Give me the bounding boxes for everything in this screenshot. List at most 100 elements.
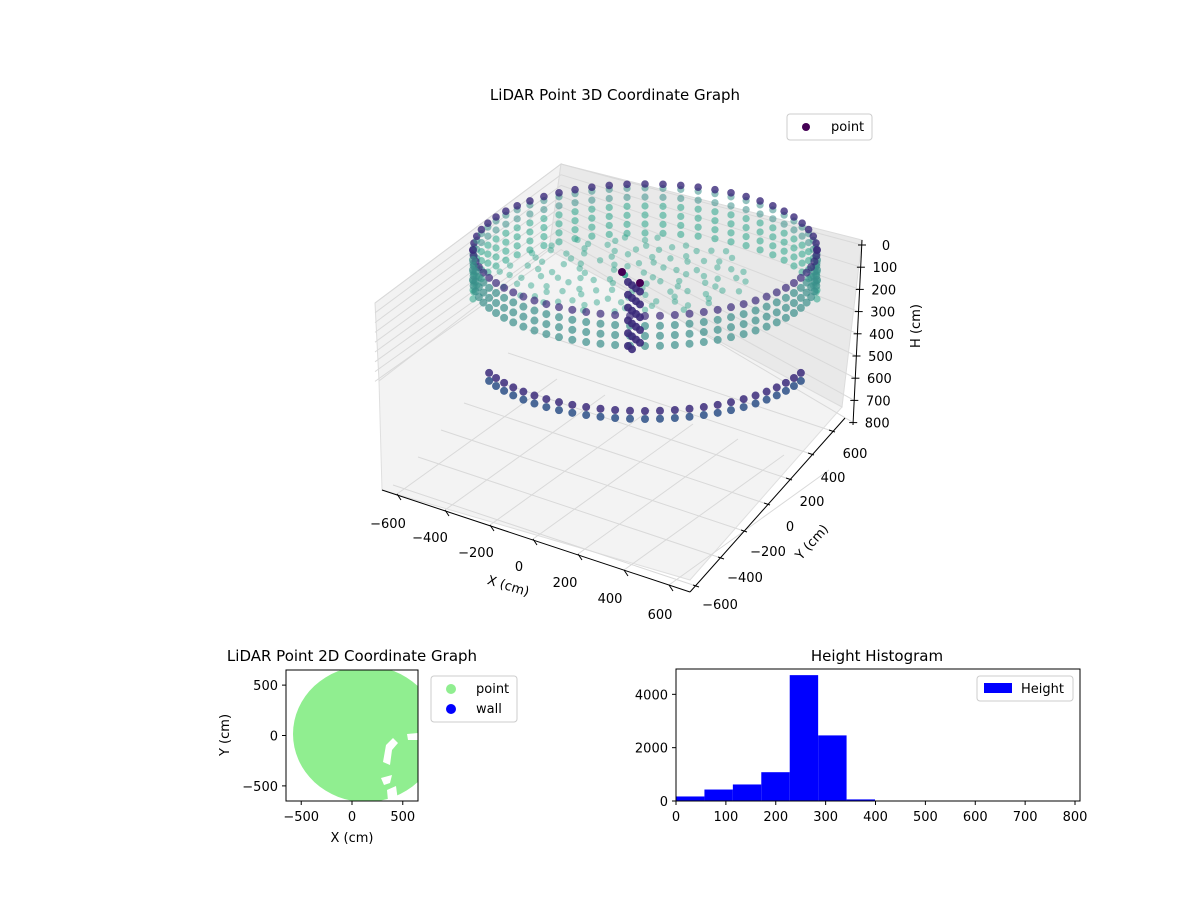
scatter-point-3d — [694, 223, 702, 231]
scatter-point-3d — [492, 253, 500, 261]
scatter-point-3d — [500, 378, 509, 387]
scatter-point-3d — [711, 217, 719, 225]
x-tick-label-histogram: 100 — [713, 810, 738, 825]
scatter-point-3d — [705, 299, 713, 307]
scatter-point-3d — [608, 286, 616, 294]
scatter-point-3d — [555, 323, 563, 332]
scatter-point-3d — [733, 274, 740, 282]
scatter-point-3d — [781, 386, 790, 395]
scatter-point-3d — [796, 273, 805, 282]
scatter-point-3d — [555, 398, 563, 407]
scatter-point-3d — [685, 339, 694, 348]
scatter-point-3d — [699, 403, 708, 412]
legend-3d-point-label: point — [831, 120, 864, 135]
scatter-point-3d — [547, 246, 554, 254]
scatter-point-3d — [798, 232, 806, 240]
z-axis-line — [852, 239, 863, 426]
scatter-point-3d — [740, 268, 747, 276]
scatter-point-3d — [469, 276, 477, 284]
scatter-point-3d — [502, 256, 510, 264]
scatter-point-3d — [621, 234, 629, 241]
scatter-point-3d — [713, 408, 722, 417]
x-tick-label-histogram: 800 — [1063, 810, 1088, 825]
scatter-point-3d — [789, 289, 798, 297]
scatter-point-3d — [677, 230, 685, 239]
scatter-point-3d — [772, 298, 781, 307]
scatter-point-3d — [500, 293, 509, 302]
scatter-point-3d — [606, 276, 614, 283]
scatter-point-3d — [605, 203, 613, 212]
scatter-point-3d — [684, 302, 692, 309]
scatter-point-3d — [518, 274, 525, 281]
scatter-point-3d — [769, 202, 777, 210]
legend-3d-point-marker — [802, 123, 810, 131]
y-tick-3d — [717, 556, 725, 560]
scatter-point-3d — [739, 320, 748, 329]
scatter-point-3d — [708, 247, 715, 254]
gap-1 — [383, 738, 398, 765]
scatter-point-3d — [554, 274, 562, 281]
scatter-point-3d — [751, 296, 760, 305]
scatter-point-3d — [519, 312, 528, 321]
scatter-point-3d — [677, 212, 685, 221]
scatter-point-3d — [506, 262, 514, 269]
scatter-point-3d — [540, 215, 548, 223]
scatter-point-3d — [548, 268, 556, 276]
scatter-point-3d — [677, 221, 685, 230]
scatter-point-3d — [756, 246, 764, 254]
scatter-point-3d — [485, 283, 494, 292]
scatter-point-3d — [555, 313, 563, 322]
scatter-point-3d — [484, 232, 492, 240]
scatter-point-3d — [526, 197, 534, 205]
y-tick-3d — [785, 477, 793, 481]
scatter-point-3d — [643, 280, 650, 287]
scatter-point-3d — [781, 303, 790, 312]
scatter-point-3d — [713, 325, 722, 334]
grid-line-3d — [396, 378, 558, 495]
scatter-point-3d — [530, 326, 539, 335]
scatter-point-3d — [727, 406, 735, 415]
scatter-point-3d — [582, 318, 591, 327]
scatter-point-3d — [555, 406, 563, 415]
scatter-point-3d — [790, 262, 798, 270]
scatter-point-3d — [610, 266, 618, 273]
scatter-point-3d — [642, 291, 649, 299]
scatter-point-3d — [660, 264, 667, 271]
scatter-point-3d — [655, 321, 664, 330]
y-tick-label-3d: −600 — [702, 598, 738, 613]
scatter-point-3d — [682, 253, 690, 260]
scatter-point-3d — [790, 253, 798, 261]
y-tick-3d — [807, 452, 815, 456]
scatter-point-3d — [571, 185, 579, 194]
scatter-point-3d — [624, 262, 631, 270]
scatter-point-3d — [555, 229, 563, 237]
scatter-point-3d — [670, 405, 679, 414]
scatter-point-3d — [641, 407, 649, 415]
legend-2d: point wall — [430, 675, 518, 723]
histogram-bar — [732, 784, 762, 801]
grid-line-3d — [463, 402, 765, 504]
scatter-point-3d — [542, 320, 551, 329]
legend-2d-wall-label: wall — [476, 702, 502, 717]
scatter-point-3d — [477, 248, 486, 256]
scatter-point-3d — [780, 247, 788, 255]
scatter-point-3d — [670, 340, 679, 349]
scatter-point-3d — [617, 299, 625, 306]
scatter-point-3d — [762, 292, 771, 301]
scatter-point-3d — [555, 202, 563, 210]
scatter-point-3d — [477, 257, 486, 265]
scatter-point-3d — [677, 194, 685, 203]
scatter-point-3d — [676, 181, 685, 190]
scatter-point-3d — [649, 274, 657, 281]
scatter-point-3d — [655, 331, 664, 340]
scatter-point-3d — [728, 266, 735, 273]
scatter-point-3d — [694, 196, 702, 204]
scatter-point-3d — [530, 316, 539, 325]
scatter-point-3d — [762, 312, 771, 321]
scatter-point-3d — [571, 235, 579, 243]
plot-area-2d — [293, 670, 418, 801]
scatter-point-3d — [739, 403, 748, 412]
scatter-point-3d — [742, 242, 750, 250]
scatter-point-3d — [789, 279, 798, 287]
scatter-point-3d — [477, 239, 486, 247]
